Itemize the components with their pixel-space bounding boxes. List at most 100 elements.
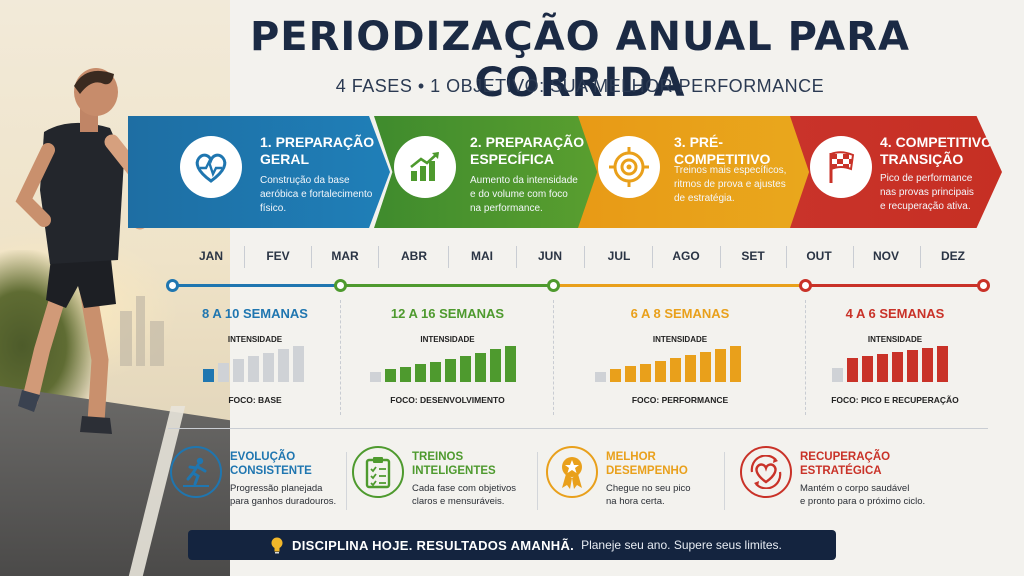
month-divider: [311, 246, 312, 268]
recovery-heart-icon: [740, 446, 792, 498]
phase-3-duration: 6 A 8 SEMANAS: [630, 306, 730, 321]
phase-2-intensity-bars: [370, 346, 516, 382]
intensity-bar: [415, 364, 426, 382]
intensity-bar: [218, 363, 229, 382]
phase-4-focus: FOCO: PICO E RECUPERAÇÃO: [831, 395, 959, 405]
target-icon: [598, 136, 660, 198]
intensity-bar: [715, 349, 726, 382]
intensity-bar: [460, 356, 471, 382]
phase-1-description: Construção da base aeróbica e fortalecime…: [260, 175, 373, 214]
phase-1-focus: FOCO: BASE: [228, 395, 282, 405]
intensity-bar: [610, 369, 621, 382]
month-nov: NOV: [872, 249, 899, 263]
phase-1-card: 1. PREPARAÇÃO GERAL Construção da base aer…: [128, 116, 390, 228]
timeline-dot: [547, 279, 560, 292]
intensity-bar: [263, 353, 274, 382]
benefit-treinos: TREINOS INTELIGENTES Cada fase com objeti…: [352, 446, 542, 512]
banner-strong-text: DISCIPLINA HOJE. RESULTADOS AMANHÃ.: [292, 537, 575, 553]
phase-3-intensity-bars: [595, 346, 741, 382]
month-ago: AGO: [672, 249, 700, 263]
phase-2-duration: 12 A 16 SEMANAS: [390, 306, 505, 321]
timeline-segment-3: [553, 284, 805, 287]
benefit-1-title: EVOLUÇÃO CONSISTENTE: [230, 451, 312, 477]
benefit-2-description: Cada fase com objetivos claros e mensuráv…: [412, 483, 517, 507]
benefit-2-title: TREINOS INTELIGENTES: [412, 451, 496, 477]
month-divider: [720, 246, 721, 268]
timeline-dot: [166, 279, 179, 292]
phase-divider: [340, 300, 341, 415]
phase-4-duration: 4 A 6 SEMANAS: [845, 306, 945, 321]
month-abr: ABR: [401, 249, 427, 263]
month-divider: [244, 246, 245, 268]
phase-3-card: 3. PRÉ-COMPETITIVO Treinos mais específi…: [578, 116, 818, 228]
intensity-bar: [922, 348, 933, 382]
intensity-bar: [670, 358, 681, 382]
intensity-bar: [862, 356, 873, 382]
timeline-dot: [977, 279, 990, 292]
month-mai: MAI: [471, 249, 493, 263]
intensity-bar: [370, 372, 381, 382]
intensity-bar: [490, 349, 501, 382]
timeline-segment-1: [178, 284, 340, 287]
intensity-bar: [430, 362, 441, 382]
intensity-bar: [445, 359, 456, 382]
phase-4-intensity-label: INTENSIDADE: [867, 335, 923, 344]
phase-1-intensity-bars: [203, 346, 304, 382]
intensity-bar: [877, 354, 888, 382]
month-divider: [652, 246, 653, 268]
phase-4-title: 4. COMPETITIVO / TRANSIÇÃO: [880, 134, 1000, 167]
intensity-bar: [278, 349, 289, 382]
phase-1-title: 1. PREPARAÇÃO GERAL: [260, 134, 375, 167]
heart-pulse-icon: [180, 136, 242, 198]
benefit-divider: [537, 452, 538, 510]
phase-4-description: Pico de performance nas provas principais…: [880, 173, 974, 212]
intensity-bar: [203, 369, 214, 382]
benefit-divider: [724, 452, 725, 510]
benefit-1-description: Progressão planejada para ganhos duradour…: [230, 483, 337, 507]
intensity-bar: [625, 366, 636, 382]
benefit-divider: [346, 452, 347, 510]
intensity-bar: [892, 352, 903, 382]
month-divider: [378, 246, 379, 268]
month-fev: FEV: [266, 249, 290, 263]
intensity-bar: [832, 368, 843, 382]
phase-divider: [553, 300, 554, 415]
month-jun: JUN: [537, 249, 562, 263]
phase-1-intensity-label: INTENSIDADE: [227, 335, 283, 344]
runner-figure: [15, 68, 159, 434]
phase-4-card: 4. COMPETITIVO / TRANSIÇÃO Pico de perfor…: [790, 116, 1002, 228]
month-divider: [786, 246, 787, 268]
intensity-bar: [475, 353, 486, 382]
intensity-bar: [655, 361, 666, 382]
phase-3-title: 3. PRÉ-COMPETITIVO: [674, 134, 771, 167]
month-mar: MAR: [331, 249, 359, 263]
month-divider: [516, 246, 517, 268]
benefit-3-title: MELHOR DESEMPENHO: [606, 451, 688, 477]
phase-2-focus: FOCO: DESENVOLVIMENTO: [390, 395, 505, 405]
benefit-4-title: RECUPERAÇÃO ESTRATÉGICA: [800, 451, 891, 477]
page-title: PERIODIZAÇÃO ANUAL PARA CORRIDA: [249, 14, 911, 106]
phase-3-focus: FOCO: PERFORMANCE: [631, 395, 729, 405]
benefit-3-description: Chegue no seu pico na hora certa.: [606, 483, 691, 507]
intensity-bar: [595, 372, 606, 382]
month-jan: JAN: [198, 249, 223, 263]
benefit-4-description: Mantém o corpo saudável e pronto para o p…: [800, 483, 926, 507]
timeline-dot: [334, 279, 347, 292]
intensity-bar: [640, 364, 651, 382]
intensity-bar: [847, 358, 858, 382]
runner-icon: [170, 446, 222, 498]
intensity-bar: [937, 346, 948, 382]
phase-4-intensity-bars: [832, 346, 948, 382]
month-out: OUT: [806, 249, 832, 263]
month-dez: DEZ: [941, 249, 965, 263]
month-divider: [920, 246, 921, 268]
month-divider: [853, 246, 854, 268]
section-divider: [168, 428, 988, 429]
clipboard-checklist-icon: [352, 446, 404, 498]
page-subtitle: 4 FASES • 1 OBJETIVO: SUA MELHOR PERFORM…: [335, 76, 825, 96]
intensity-bar: [293, 346, 304, 382]
phase-2-intensity-label: INTENSIDADE: [420, 335, 475, 344]
growth-chart-icon: [394, 136, 456, 198]
phase-2-title: 2. PREPARAÇÃO ESPECÍFICA: [470, 134, 585, 167]
benefit-recuperacao: RECUPERAÇÃO ESTRATÉGICA Mantém o corpo sa…: [740, 446, 980, 512]
